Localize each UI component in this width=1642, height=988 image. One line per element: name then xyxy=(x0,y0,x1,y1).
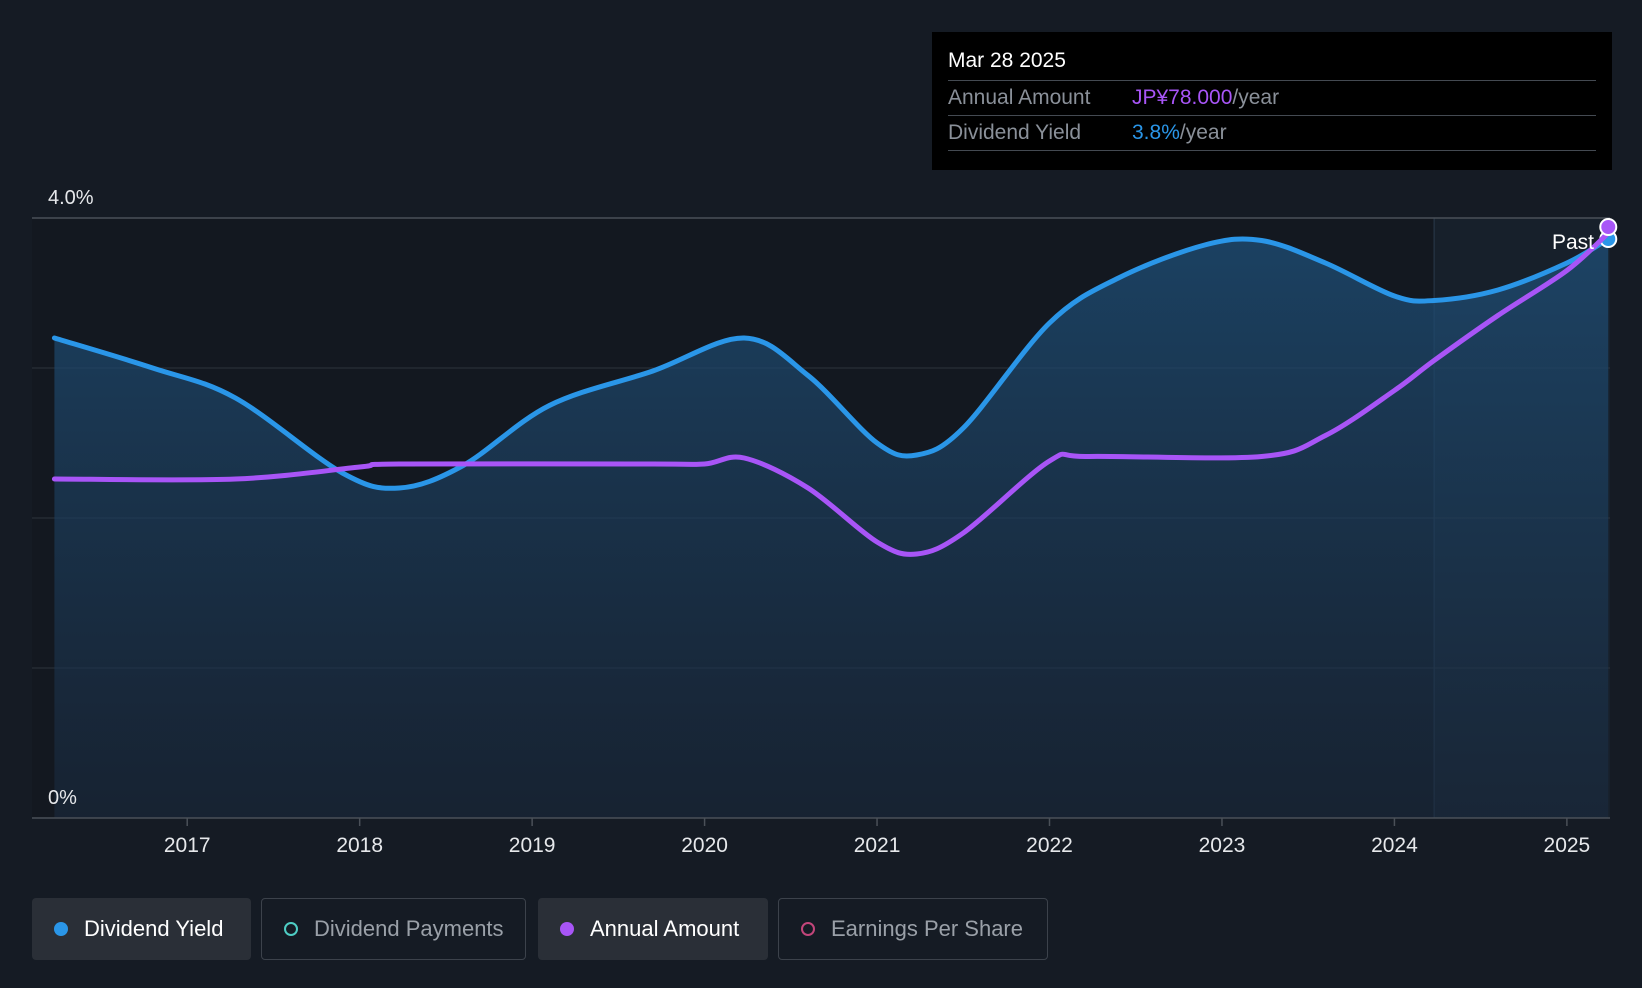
legend-dot-icon xyxy=(54,922,68,936)
x-tick-label: 2025 xyxy=(1544,834,1591,857)
past-label: Past xyxy=(1552,231,1594,254)
legend-label: Dividend Yield xyxy=(84,916,224,941)
tooltip-unit: /year xyxy=(1232,86,1280,109)
x-tick-label: 2020 xyxy=(681,834,728,857)
tooltip-unit: /year xyxy=(1179,121,1227,144)
x-tick-label: 2018 xyxy=(336,834,383,857)
tooltip-label: Dividend Yield xyxy=(948,121,1082,144)
x-tick-label: 2021 xyxy=(854,834,901,857)
legend-dividend-payments[interactable]: Dividend Payments xyxy=(261,898,526,960)
legend-dividend-yield[interactable]: Dividend Yield xyxy=(32,898,251,960)
legend-label: Earnings Per Share xyxy=(831,916,1023,941)
tooltip-row-annual-amount: Annual Amount JP¥78.000/year xyxy=(948,81,1596,116)
dividend-yield-line xyxy=(51,236,1611,491)
tooltip-value: 3.8% xyxy=(1132,121,1180,144)
legend-label: Dividend Payments xyxy=(314,916,504,941)
x-tick-label: 2017 xyxy=(164,834,211,857)
tooltip-row-dividend-yield: Dividend Yield 3.8%/year xyxy=(948,116,1596,151)
legend-dot-icon xyxy=(560,922,574,936)
tooltip-date: Mar 28 2025 xyxy=(948,46,1596,81)
tooltip-label: Annual Amount xyxy=(948,86,1091,109)
legend-earnings-per-share[interactable]: Earnings Per Share xyxy=(778,898,1048,960)
legend-annual-amount[interactable]: Annual Amount xyxy=(538,898,768,960)
x-tick-label: 2022 xyxy=(1026,834,1073,857)
legend-label: Annual Amount xyxy=(590,916,740,941)
legend-dot-icon xyxy=(801,922,815,936)
dividend-yield-area xyxy=(54,238,1609,818)
legend-dot-icon xyxy=(284,922,298,936)
x-tick-label: 2024 xyxy=(1371,834,1418,857)
x-tick-label: 2023 xyxy=(1199,834,1246,857)
tooltip-value: JP¥78.000 xyxy=(1132,86,1233,109)
x-tick-label: 2019 xyxy=(509,834,556,857)
hover-tooltip: Mar 28 2025 Annual Amount JP¥78.000/year… xyxy=(932,32,1612,170)
y-tick-label: 0% xyxy=(48,787,77,809)
y-tick-label: 4.0% xyxy=(48,187,94,209)
annual-amount-line xyxy=(51,230,1611,557)
annual-amount-end-marker xyxy=(1599,218,1618,236)
